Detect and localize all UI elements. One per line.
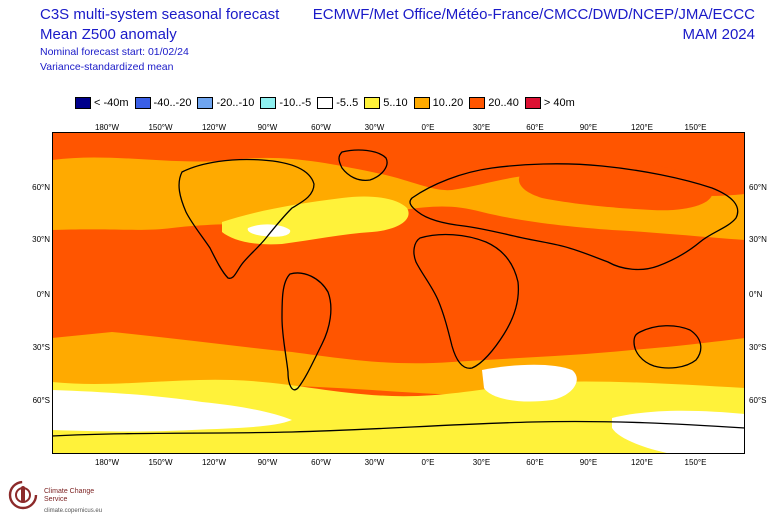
lon-tick-bottom: 90°E [579, 458, 598, 467]
lat-tick-left: 0°N [36, 290, 50, 299]
season-title: MAM 2024 [682, 26, 755, 43]
lon-tick-top: 60°W [311, 123, 331, 132]
logo-name: Climate Change Service [44, 488, 95, 503]
legend-item: -20..-10 [197, 97, 254, 109]
lon-tick-top: 90°W [257, 123, 278, 132]
lon-tick-top: 30°W [364, 123, 385, 132]
lon-tick-bottom: 120°E [631, 458, 653, 467]
anomaly-map [52, 132, 745, 454]
legend-item: -5..5 [317, 97, 358, 109]
legend-swatch [524, 97, 541, 109]
legend-item: -10..-5 [260, 97, 311, 109]
lon-tick-top: 150°W [148, 123, 173, 132]
legend-swatch [469, 97, 486, 109]
lon-tick-bottom: 150°W [148, 458, 173, 467]
coastlines [52, 149, 745, 437]
lat-tick-left: 60°N [32, 183, 50, 192]
legend-label: -10..-5 [279, 97, 312, 109]
lat-tick-right: 60°N [749, 183, 767, 192]
lon-tick-bottom: 30°W [364, 458, 385, 467]
legend-swatch [413, 97, 430, 109]
lon-tick-top: 120°E [631, 123, 653, 132]
yellow-band-south [52, 379, 745, 454]
lon-tick-bottom: 60°E [526, 458, 544, 467]
legend-label: -5..5 [336, 97, 359, 109]
lat-tick-left: 60°S [32, 396, 50, 405]
legend-item: 10..20 [413, 97, 464, 109]
neutral-patch-atlantic [247, 224, 291, 237]
logo-url: climate.copernicus.eu [44, 508, 103, 514]
lat-tick-right: 30°S [749, 343, 767, 352]
legend-swatch [134, 97, 151, 109]
lon-tick-bottom: 120°W [201, 458, 227, 467]
legend-label: 20..40 [488, 97, 519, 109]
lon-tick-top: 30°E [472, 123, 491, 132]
lat-tick-right: 30°N [749, 235, 767, 244]
legend-label: 5..10 [383, 97, 408, 109]
legend-label: 10..20 [432, 97, 464, 109]
red-orange-patch-siberia [518, 160, 713, 211]
forecast-start-note: Nominal forecast start: 01/02/24 [40, 46, 189, 58]
neutral-patch-southwest [52, 390, 292, 432]
legend-item: -40..-20 [134, 97, 192, 109]
lon-tick-bottom: 150°E [684, 458, 707, 467]
lon-tick-top: 120°W [201, 123, 227, 132]
neutral-patch-south-indian [482, 364, 577, 402]
title-sub: Mean Z500 anomaly [40, 26, 177, 43]
legend-swatch [197, 97, 214, 109]
c3s-emblem-icon [8, 480, 38, 510]
lat-tick-left: 30°N [32, 235, 50, 244]
lon-tick-bottom: 90°W [257, 458, 278, 467]
legend-item: < -40m [75, 97, 129, 109]
lon-tick-bottom: 30°E [472, 458, 491, 467]
legend-item: 5..10 [364, 97, 408, 109]
lon-tick-bottom: 0°E [421, 458, 435, 467]
legend-swatch [75, 97, 91, 109]
legend-item: > 40m [524, 97, 575, 109]
legend-swatch [260, 97, 277, 109]
map-panel [52, 132, 745, 454]
neutral-patch-southeast [612, 410, 745, 454]
lon-tick-top: 180°W [94, 123, 120, 132]
lon-tick-bottom: 180°W [94, 458, 120, 467]
color-legend: < -40m -40..-20 -20..-10 -10..-5 -5..5 5..10 1… [75, 95, 581, 111]
legend-swatch [317, 97, 334, 109]
legend-label: -40..-20 [153, 97, 192, 109]
mean-type-note: Variance-standardized mean [40, 61, 174, 73]
legend-item: 20..40 [469, 97, 519, 109]
lon-tick-top: 90°E [579, 123, 598, 132]
lon-tick-bottom: 60°W [311, 458, 331, 467]
c3s-logo: Climate Change Service climate.copernicu… [6, 478, 116, 518]
legend-label: > 40m [543, 97, 575, 109]
lon-tick-top: 150°E [684, 123, 707, 132]
title-main: C3S multi-system seasonal forecast [40, 6, 280, 23]
legend-swatch [364, 97, 381, 109]
lon-tick-top: 0°E [421, 123, 435, 132]
lon-tick-top: 60°E [526, 123, 544, 132]
legend-label: -20..-10 [216, 97, 255, 109]
lat-tick-left: 30°S [32, 343, 50, 352]
providers-title: ECMWF/Met Office/Météo-France/CMCC/DWD/N… [312, 6, 755, 23]
lat-tick-right: 60°S [749, 396, 767, 405]
legend-label: < -40m [94, 97, 129, 109]
lat-tick-right: 0°N [749, 290, 763, 299]
map-frame [52, 132, 745, 454]
